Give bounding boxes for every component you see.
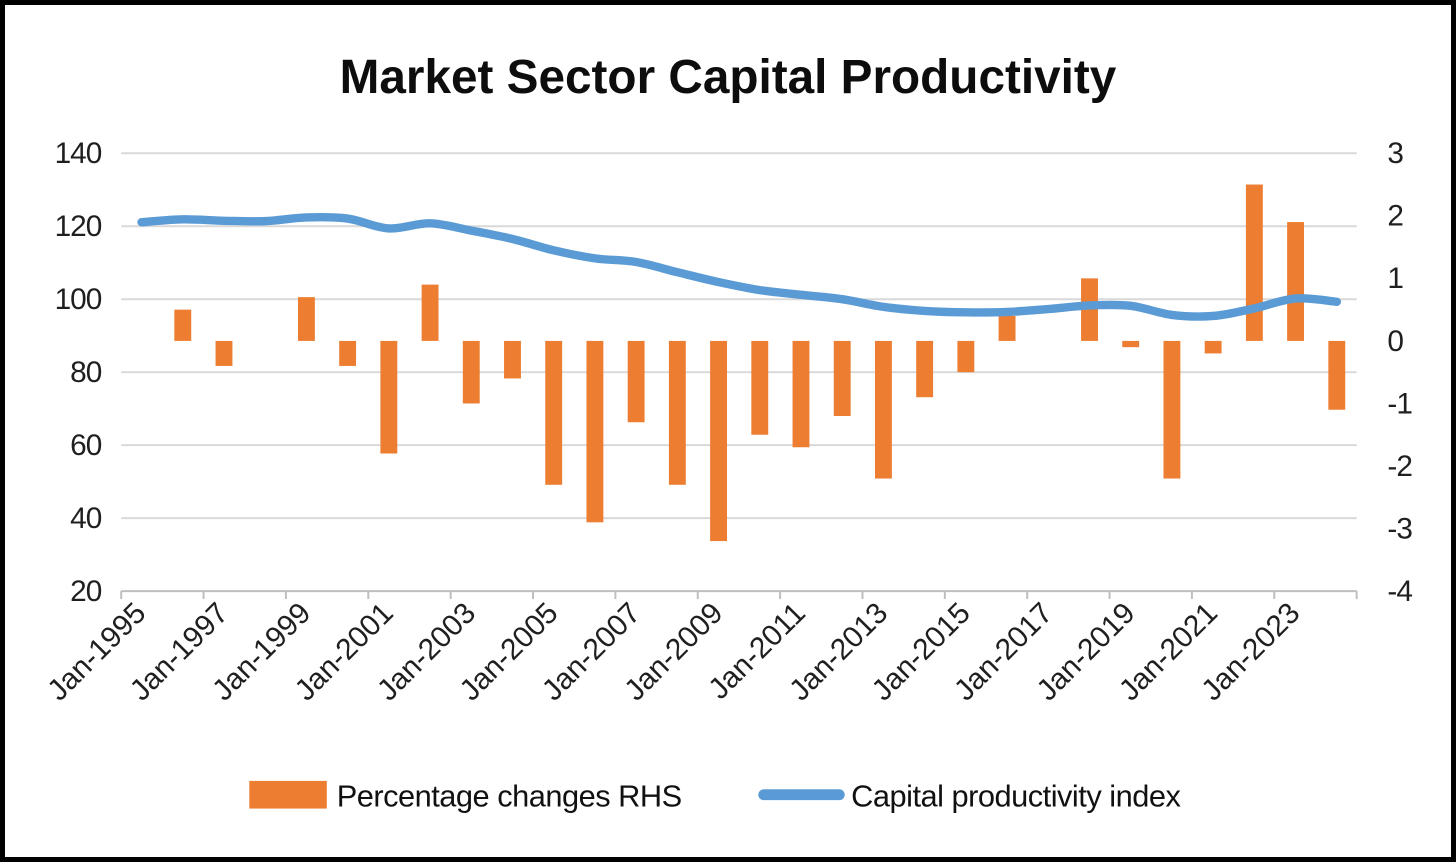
bar-2008 <box>668 340 686 485</box>
bar-1997 <box>215 340 233 366</box>
bar-2016 <box>998 315 1016 341</box>
bar-2015 <box>957 340 975 373</box>
bar-2023 <box>1287 222 1305 341</box>
y-axis-label-right: -1 <box>1387 387 1412 420</box>
capital-productivity-chart: 140120100806040203210-1-2-3-4Jan-1995Jan… <box>41 50 1413 814</box>
bar-2011 <box>792 340 810 448</box>
bar-1996 <box>174 309 192 341</box>
bar-2007 <box>627 340 645 423</box>
bar-2021 <box>1204 340 1222 354</box>
y-axis-label-right: 1 <box>1387 262 1403 295</box>
legend: Percentage changes RHS Capital productiv… <box>249 779 1182 814</box>
bar-2024 <box>1328 340 1346 410</box>
legend-bar-swatch <box>249 780 327 809</box>
bar-2004 <box>504 340 521 379</box>
y-axis-label-right: -4 <box>1387 575 1412 608</box>
bar-2022 <box>1245 184 1263 341</box>
legend-line-label: Capital productivity index <box>851 779 1181 814</box>
y-axis-label-left: 100 <box>55 283 102 316</box>
legend-bar-label: Percentage changes RHS <box>337 779 682 814</box>
line-capital-productivity-index <box>137 212 1342 321</box>
y-axis-label-left: 60 <box>70 429 102 462</box>
y-axis-label-left: 140 <box>55 137 102 170</box>
y-axis-label-right: 3 <box>1387 137 1403 170</box>
bar-2006 <box>586 340 604 523</box>
y-axis-label-left: 80 <box>70 356 102 389</box>
bar-2010 <box>751 340 769 435</box>
bar-2003 <box>462 340 480 404</box>
y-axis-label-left: 120 <box>55 210 102 243</box>
bar-2014 <box>916 340 934 398</box>
bar-2000 <box>339 340 357 366</box>
y-axis-label-right: 0 <box>1387 325 1403 358</box>
y-axis-label-right: 2 <box>1387 200 1403 233</box>
bar-2005 <box>545 340 563 485</box>
plot-area: 140120100806040203210-1-2-3-4Jan-1995Jan… <box>41 137 1413 707</box>
y-axis-label-left: 20 <box>70 575 102 608</box>
bar-2009 <box>710 340 728 542</box>
bar-2001 <box>380 340 398 454</box>
bar-2013 <box>874 340 892 479</box>
bar-2018 <box>1081 278 1098 341</box>
bar-2019 <box>1122 340 1140 348</box>
bar-2012 <box>833 340 851 416</box>
y-axis-label-right: -3 <box>1387 513 1412 546</box>
y-axis-label-left: 40 <box>70 502 102 535</box>
y-axis-label-right: -2 <box>1387 450 1412 483</box>
bar-2020 <box>1163 340 1181 479</box>
bar-1999 <box>297 297 315 341</box>
chart-title: Market Sector Capital Productivity <box>340 50 1117 104</box>
bar-2002 <box>421 284 439 341</box>
